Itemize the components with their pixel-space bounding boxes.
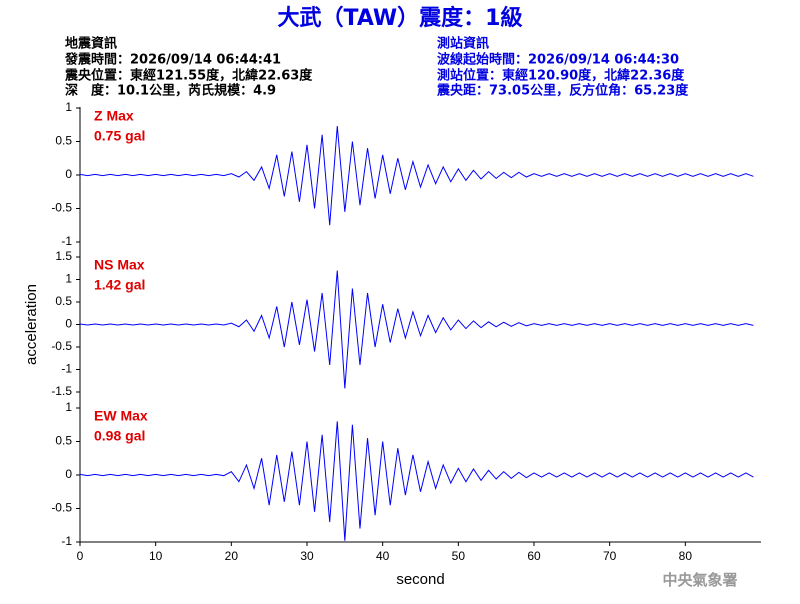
y-tick-label: -0.5 <box>51 501 72 515</box>
x-tick-label: 40 <box>376 549 390 563</box>
y-tick-label: -0.5 <box>51 339 72 353</box>
x-tick-label: 0 <box>77 549 84 563</box>
y-tick-label: 0.5 <box>55 134 72 148</box>
y-tick-label: 1 <box>65 400 72 414</box>
x-tick-label: 20 <box>225 549 239 563</box>
y-tick-label: -1.5 <box>51 384 72 398</box>
x-tick-label: 10 <box>149 549 163 563</box>
info-line: 震央位置：東經121.55度，北緯22.63度 <box>64 68 313 84</box>
x-tick-label: 30 <box>300 549 314 563</box>
watermark: 中央氣象署 <box>662 571 737 589</box>
x-tick-label: 80 <box>679 549 693 563</box>
info-line: 地震資訊 <box>65 36 117 52</box>
y-tick-label: 0.5 <box>55 434 72 448</box>
y-tick-label: -1 <box>61 234 72 248</box>
info-line: 波線起始時間：2026/09/14 06:44:30 <box>437 52 679 68</box>
waveform <box>79 421 754 541</box>
max-annotation: Z Max <box>94 108 134 124</box>
max-annotation: 0.75 gal <box>94 128 145 144</box>
info-line: 發震時間：2026/09/14 06:44:41 <box>64 52 281 68</box>
info-line: 測站資訊 <box>437 36 489 52</box>
y-tick-label: 0 <box>65 317 72 331</box>
title: 大武（TAW）震度：1級 <box>278 5 523 31</box>
y-tick-label: -1 <box>61 362 72 376</box>
y-tick-label: 0 <box>65 467 72 481</box>
x-tick-label: 50 <box>452 549 466 563</box>
y-tick-label: 1.5 <box>55 249 72 263</box>
x-tick-label: 70 <box>603 549 617 563</box>
y-tick-label: -0.5 <box>51 201 72 215</box>
y-tick-label: 0.5 <box>55 294 72 308</box>
y-tick-label: 1 <box>65 272 72 286</box>
max-annotation: NS Max <box>94 257 145 273</box>
info-line: 深 度：10.1公里，芮氏規模：4.9 <box>65 83 276 99</box>
max-annotation: EW Max <box>94 408 148 424</box>
info-line: 測站位置：東經120.90度，北緯22.36度 <box>437 68 685 84</box>
y-tick-label: 0 <box>65 167 72 181</box>
max-annotation: 0.98 gal <box>94 428 145 444</box>
waveform <box>79 126 754 226</box>
info-line: 震央距：73.05公里，反方位角：65.23度 <box>436 83 689 99</box>
y-tick-label: 1 <box>65 100 72 114</box>
x-tick-label: 60 <box>527 549 541 563</box>
y-tick-label: -1 <box>61 534 72 548</box>
waveform <box>79 270 754 389</box>
y-axis-label: acceleration <box>23 284 40 365</box>
x-axis-label: second <box>396 571 444 588</box>
max-annotation: 1.42 gal <box>94 277 145 293</box>
